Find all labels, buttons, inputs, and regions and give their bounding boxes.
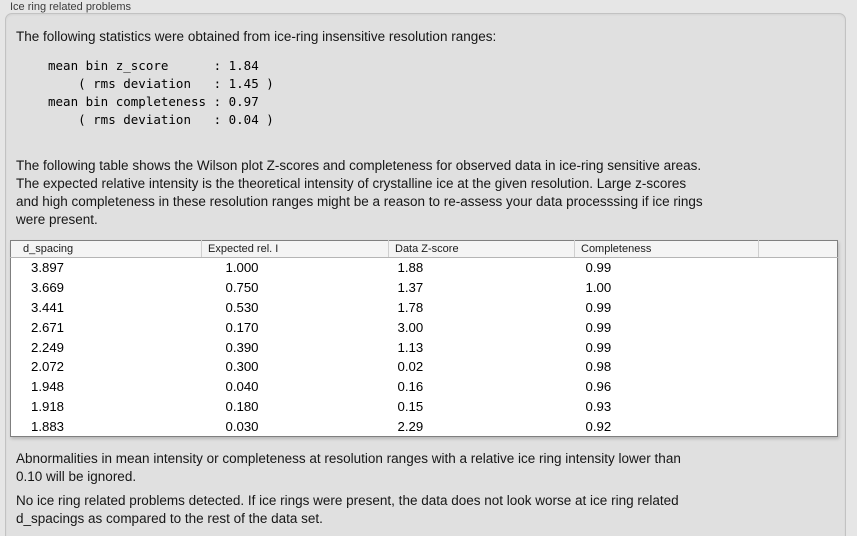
cell-completeness: 0.99 [585,260,612,276]
table-row[interactable]: 1.883 0.030 2.29 0.92 [11,417,838,437]
cell-d-spacing: 1.948 [31,379,65,395]
column-header-d-spacing[interactable]: d_spacing [10,240,202,258]
table-row[interactable]: 2.671 0.170 3.00 0.99 [11,317,838,337]
cell-completeness: 0.96 [585,379,612,395]
cell-expected-rel-i: 0.040 [225,379,259,395]
table-header-row: d_spacing Expected rel. I Data Z-score C… [10,240,838,258]
cell-expected-rel-i: 0.390 [225,339,259,355]
cell-data-z-score: 3.00 [397,319,424,335]
cell-expected-rel-i: 1.000 [225,260,259,276]
column-header-data-z-score[interactable]: Data Z-score [388,240,575,258]
stat-line-z-rms-deviation: ( rms deviation : 1.45 ) [48,76,274,91]
cell-d-spacing: 1.883 [31,418,65,434]
cell-completeness: 0.92 [585,418,612,434]
table-row[interactable]: 3.897 1.000 1.88 0.99 [11,258,838,278]
cell-data-z-score: 0.16 [397,379,424,395]
cell-completeness: 0.99 [585,299,612,315]
stats-block: mean bin z_score : 1.84 ( rms deviation … [48,57,274,129]
cell-completeness: 0.98 [585,359,612,375]
note-line: 0.10 will be ignored. [16,469,137,484]
cell-data-z-score: 1.37 [397,279,424,295]
table-row[interactable]: 3.669 0.750 1.37 1.00 [11,277,838,297]
ice-ring-table[interactable]: d_spacing Expected rel. I Data Z-score C… [10,240,838,438]
cell-empty [759,357,838,377]
description-line: The following table shows the Wilson plo… [16,158,702,173]
note-text: Abnormalities in mean intensity or compl… [16,450,681,486]
cell-expected-rel-i: 0.170 [225,319,259,335]
conclusion-line: No ice ring related problems detected. I… [16,493,679,508]
table-row[interactable]: 1.918 0.180 0.15 0.93 [11,397,838,417]
cell-data-z-score: 1.88 [397,260,424,276]
cell-d-spacing: 1.918 [31,399,65,415]
ice-ring-table-container: d_spacing Expected rel. I Data Z-score C… [10,240,838,438]
cell-expected-rel-i: 0.300 [225,359,259,375]
conclusion-line: d_spacings as compared to the rest of th… [16,511,323,526]
table-row[interactable]: 3.441 0.530 1.78 0.99 [11,297,838,317]
group-box-title: Ice ring related problems [10,1,132,13]
stat-line-mean-completeness: mean bin completeness : 0.97 [48,94,259,109]
cell-empty [759,417,838,437]
cell-data-z-score: 1.78 [397,299,424,315]
cell-d-spacing: 3.441 [31,299,65,315]
cell-data-z-score: 2.29 [397,418,424,434]
cell-completeness: 0.99 [585,319,612,335]
cell-empty [759,277,838,297]
cell-empty [759,258,838,278]
cell-empty [759,397,838,417]
cell-d-spacing: 2.249 [31,339,65,355]
stat-line-mean-z-score: mean bin z_score : 1.84 [48,58,259,73]
cell-data-z-score: 0.02 [397,359,424,375]
description-line: The expected relative intensity is the t… [16,176,687,191]
cell-d-spacing: 3.897 [31,260,65,276]
description-text: The following table shows the Wilson plo… [16,157,703,229]
cell-data-z-score: 1.13 [397,339,424,355]
cell-d-spacing: 3.669 [31,279,65,295]
cell-expected-rel-i: 0.530 [225,299,259,315]
cell-expected-rel-i: 0.180 [225,399,259,415]
table-row[interactable]: 2.072 0.300 0.02 0.98 [11,357,838,377]
table-row[interactable]: 2.249 0.390 1.13 0.99 [11,337,838,357]
column-header-completeness[interactable]: Completeness [574,240,759,258]
description-line: were present. [16,212,98,227]
intro-text: The following statistics were obtained f… [16,29,497,44]
table-row[interactable]: 1.948 0.040 0.16 0.96 [11,377,838,397]
cell-data-z-score: 0.15 [397,399,424,415]
cell-empty [759,297,838,317]
cell-d-spacing: 2.072 [31,359,65,375]
cell-empty [759,337,838,357]
cell-completeness: 0.99 [585,339,612,355]
stat-line-completeness-rms-deviation: ( rms deviation : 0.04 ) [48,112,274,127]
description-line: and high completeness in these resolutio… [16,194,703,209]
conclusion-text: No ice ring related problems detected. I… [16,492,679,528]
cell-empty [759,317,838,337]
note-line: Abnormalities in mean intensity or compl… [16,451,681,466]
column-header-empty [758,240,838,258]
cell-empty [759,377,838,397]
cell-completeness: 1.00 [585,279,612,295]
cell-d-spacing: 2.671 [31,319,65,335]
cell-expected-rel-i: 0.750 [225,279,259,295]
cell-expected-rel-i: 0.030 [225,418,259,434]
cell-completeness: 0.93 [585,399,612,415]
column-header-expected-rel-i[interactable]: Expected rel. I [201,240,389,258]
